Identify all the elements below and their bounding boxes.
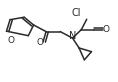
Text: O: O — [103, 25, 110, 34]
Text: N: N — [69, 31, 76, 41]
Text: O: O — [36, 38, 43, 47]
Text: Cl: Cl — [71, 8, 81, 18]
Text: O: O — [7, 36, 14, 45]
